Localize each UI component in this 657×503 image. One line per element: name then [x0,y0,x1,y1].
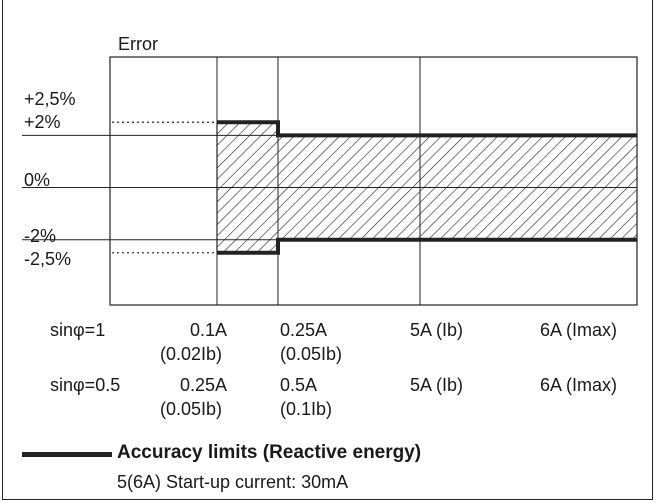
lower-limit-line [217,237,637,255]
x-row-label: sinφ=0.5 [50,375,121,395]
x-tick-label: 0.1A [190,320,228,340]
x-tick-label: 6A (Imax) [540,320,618,340]
y-tick-label: +2% [24,112,61,132]
x-tick-sublabel: (0.05Ib) [280,344,343,364]
x-tick-sublabel: (0.05Ib) [160,399,223,419]
upper-limit-line [217,120,637,138]
x-tick-label: 6A (Imax) [540,375,618,395]
tolerance-band [217,122,278,253]
x-tick-label: 5A (Ib) [410,320,464,340]
x-tick-sublabel: (0.1Ib) [280,399,333,419]
legend-label: Accuracy limits (Reactive energy) [117,442,422,463]
x-tick-label: 0.25A [280,320,328,340]
x-tick-sublabel: (0.02Ib) [160,344,223,364]
tolerance-band [278,135,637,240]
y-tick-label: -2,5% [24,249,72,269]
y-tick-label: -2% [24,226,57,246]
x-tick-label: 0.25A [180,375,228,395]
x-row-label: sinφ=1 [50,320,106,340]
x-tick-label: 5A (Ib) [410,375,464,395]
chart-title: Error [118,34,158,54]
y-tick-label: 0% [24,170,51,190]
x-tick-label: 0.5A [280,375,318,395]
legend-line-swatch [22,452,112,457]
y-tick-label: +2,5% [24,89,76,109]
startup-current-note: 5(6A) Start-up current: 30mA [117,472,349,492]
